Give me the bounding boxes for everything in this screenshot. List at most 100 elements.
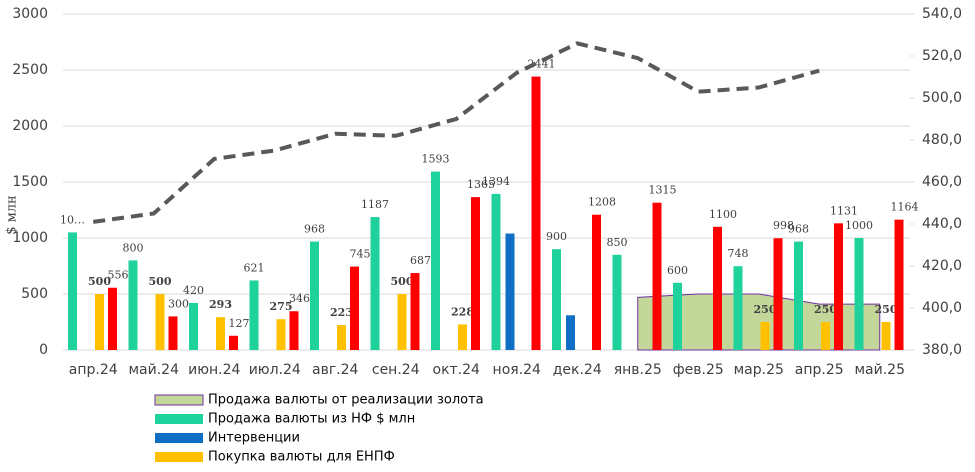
y-tick-label: 500 [21,286,48,302]
y2-tick-label: 480,0 [922,132,962,148]
bar [410,273,420,350]
data-label: 998 [773,219,794,232]
data-label: 1131 [830,204,858,217]
bar [794,241,803,350]
data-label: 1394 [482,175,510,188]
legend-label: Покупка валюты для ЕНПФ [208,450,395,465]
x-tick-label: май.24 [128,362,179,378]
data-label: 420 [183,284,204,297]
data-label: 250 [754,303,777,316]
bar [854,238,864,350]
bar [337,325,346,350]
data-label: 250 [875,303,898,316]
bar [713,226,722,350]
bar [592,214,601,350]
x-tick-label: ноя.24 [493,362,541,378]
bar [612,254,622,350]
data-label: 748 [728,247,749,260]
x-tick-label: июл.24 [249,362,301,378]
bar [370,217,380,350]
bar [505,233,515,350]
x-tick-label: авг.24 [312,362,359,378]
bar [821,322,830,350]
data-label: 1164 [891,201,919,214]
data-label: 500 [88,275,111,288]
y2-tick-label: 520,0 [922,48,962,64]
bar [760,322,770,350]
x-tick-label: мар.25 [734,362,784,378]
data-label: 900 [546,230,567,243]
bar [673,282,682,350]
x-tick-label: сен.24 [372,362,420,378]
bar [566,315,575,350]
x-tick-label: июн.24 [188,362,240,378]
data-label: 1100 [709,208,737,221]
y-tick-label: 2000 [12,118,48,134]
y2-tick-label: 400,0 [922,300,962,316]
bar [350,266,359,350]
x-tick-label: фев.25 [673,362,724,378]
bar [881,322,891,350]
data-label: 1208 [588,196,616,209]
x-tick-label: окт.24 [433,362,481,378]
data-label: 1000 [845,219,873,232]
data-label: 228 [451,305,474,318]
data-label: 745 [350,248,371,261]
data-label: 300 [168,297,189,310]
y2-tick-label: 420,0 [922,258,962,274]
data-label: 346 [289,292,310,305]
data-label: 500 [149,275,172,288]
data-label: 621 [244,261,265,274]
data-label: 687 [410,254,431,267]
bar [458,324,467,350]
y2-tick-label: 440,0 [922,216,962,232]
y-axis-label: $ млн [5,195,20,234]
bar [834,223,843,350]
area [637,293,881,351]
data-label: 850 [607,236,628,249]
bar [431,171,440,350]
legend-label: Продажа валюты от реализации золота [208,393,484,408]
y-tick-label: 0 [39,342,48,358]
y2-tick-label: 500,0 [922,90,962,106]
data-label: 1365 [467,178,495,191]
bar [95,294,104,350]
data-label: 600 [667,264,688,277]
data-label: 968 [788,223,809,236]
bar [773,238,783,350]
data-label: 1187 [361,198,389,211]
data-label: 556 [108,269,129,282]
data-label: 800 [123,241,144,254]
data-label: 2441 [528,58,556,71]
data-label: 127 [229,317,250,330]
x-tick-label: апр.25 [795,362,844,378]
bar [552,249,561,350]
bar [652,202,662,350]
y2-tick-label: 540,0 [922,6,962,22]
legend-swatch [155,452,203,462]
legend-swatch [155,433,203,443]
data-label: 275 [270,300,293,313]
bar [229,335,238,350]
y2-tick-label: 380,0 [922,342,962,358]
data-label: 500 [391,275,414,288]
x-tick-label: янв.25 [614,362,662,378]
bar [108,287,117,350]
bar [397,294,407,350]
bar [894,219,904,350]
bar [733,266,743,350]
data-label: 293 [209,298,232,311]
x-tick-label: апр.24 [69,362,118,378]
bar [289,311,299,350]
bar [216,317,225,350]
legend-swatch [154,394,204,406]
data-label: 223 [330,306,353,319]
y-tick-label: 2500 [12,62,48,78]
bar [168,316,178,350]
bar [471,197,480,350]
bar [68,232,77,350]
bar [155,294,165,350]
data-label: 968 [304,223,325,236]
y-tick-label: 3000 [12,6,48,22]
